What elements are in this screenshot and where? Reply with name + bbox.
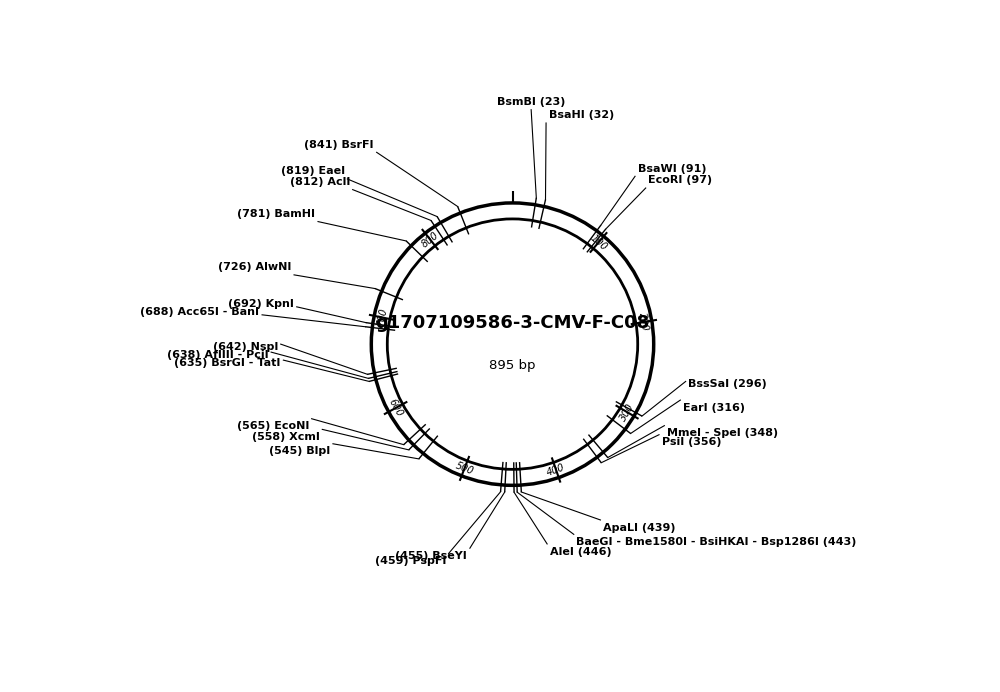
Text: 300: 300 bbox=[618, 401, 636, 423]
Text: (812) AclI: (812) AclI bbox=[290, 177, 350, 187]
Text: (841) BsrFI: (841) BsrFI bbox=[304, 140, 374, 149]
Text: (565) EcoNI: (565) EcoNI bbox=[237, 421, 309, 431]
Text: (692) KpnI: (692) KpnI bbox=[228, 299, 294, 309]
Text: BsaWI (91): BsaWI (91) bbox=[638, 163, 706, 174]
Text: 500: 500 bbox=[454, 460, 475, 476]
Text: 200: 200 bbox=[637, 312, 650, 332]
Text: (726) AlwNI: (726) AlwNI bbox=[218, 262, 291, 272]
Text: PsiI (356): PsiI (356) bbox=[662, 437, 721, 448]
Text: 400: 400 bbox=[546, 462, 567, 477]
Text: (819) EaeI: (819) EaeI bbox=[281, 166, 345, 176]
Text: g1707109586-3-CMV-F-C08: g1707109586-3-CMV-F-C08 bbox=[375, 313, 650, 332]
Text: (635) BsrGI - TatI: (635) BsrGI - TatI bbox=[174, 358, 281, 367]
Text: 700: 700 bbox=[375, 307, 389, 327]
Text: (638) AflIII - PciI: (638) AflIII - PciI bbox=[167, 349, 268, 360]
Text: 100: 100 bbox=[588, 233, 609, 253]
Text: AleI (446): AleI (446) bbox=[550, 547, 611, 556]
Text: EarI (316): EarI (316) bbox=[683, 403, 745, 412]
Text: MmeI - SpeI (348): MmeI - SpeI (348) bbox=[667, 428, 778, 438]
Text: (545) BlpI: (545) BlpI bbox=[269, 446, 330, 457]
Text: BsaHI (32): BsaHI (32) bbox=[549, 110, 614, 120]
Text: 600: 600 bbox=[387, 397, 404, 419]
Text: (459) PspFI: (459) PspFI bbox=[375, 556, 446, 566]
Text: BaeGI - Bme1580I - BsiHKAI - Bsp1286I (443): BaeGI - Bme1580I - BsiHKAI - Bsp1286I (4… bbox=[576, 537, 857, 547]
Text: (455) BseYI: (455) BseYI bbox=[395, 551, 467, 561]
Text: (688) Acc65I - BanI: (688) Acc65I - BanI bbox=[140, 307, 259, 317]
Text: (781) BamHI: (781) BamHI bbox=[237, 209, 315, 219]
Text: BsmBI (23): BsmBI (23) bbox=[497, 97, 565, 107]
Text: (642) NspI: (642) NspI bbox=[213, 342, 278, 352]
Text: ApaLI (439): ApaLI (439) bbox=[603, 522, 676, 533]
Text: BssSaI (296): BssSaI (296) bbox=[688, 379, 767, 389]
Text: 800: 800 bbox=[420, 230, 441, 249]
Text: (558) XcmI: (558) XcmI bbox=[252, 432, 320, 442]
Text: EcoRI (97): EcoRI (97) bbox=[648, 175, 712, 185]
Text: 895 bp: 895 bp bbox=[489, 359, 536, 372]
